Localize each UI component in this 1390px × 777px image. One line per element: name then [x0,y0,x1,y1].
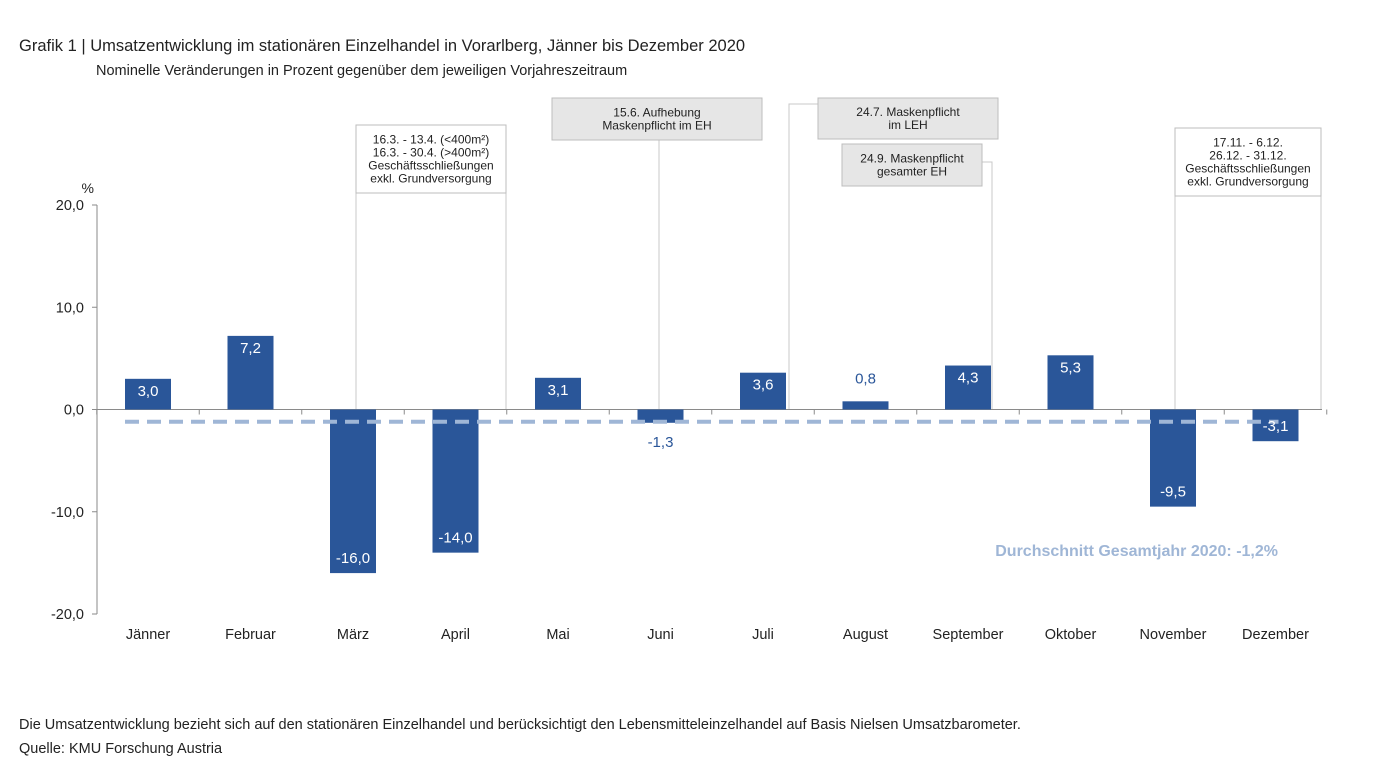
x-tick-label: November [1140,627,1207,643]
data-label: 3,1 [548,382,569,399]
data-label: -16,0 [336,550,370,567]
bar [740,372,786,410]
x-tick-label: Juli [752,627,774,643]
y-axis-unit: % [82,180,94,196]
annotation-text: 24.9. Maskenpflicht [860,152,964,166]
data-label: 3,6 [753,377,774,394]
annotation-leader-line [788,103,818,410]
annotation-box [551,97,763,141]
annotation-text: 17.11. - 6.12. [1213,136,1283,150]
annotation-text: exkl. Grundversorgung [1187,175,1308,189]
chart-title: Grafik 1 | Umsatzentwicklung im stationä… [19,37,746,55]
x-tick-label: Juni [647,627,674,643]
bar [227,335,274,410]
data-label: -9,5 [1160,484,1186,501]
bar [125,378,171,410]
annotation-text: gesamter EH [877,165,947,179]
bar [842,401,889,410]
data-label: 3,0 [138,383,159,400]
y-tick-label: -20,0 [51,607,84,623]
x-tick-label: Jänner [126,627,171,643]
annotation-text: Geschäftsschließungen [368,159,493,173]
annotation-text: 26.12. - 31.12. [1209,149,1286,163]
y-tick-label: 20,0 [56,198,84,214]
x-tick-label: Februar [225,627,276,643]
bar [637,409,684,423]
x-tick-label: Oktober [1045,627,1097,643]
y-tick-label: -10,0 [51,505,84,521]
x-tick-label: Mai [546,627,569,643]
data-label: 0,8 [855,370,876,387]
x-tick-label: April [441,627,470,643]
annotation-box [817,97,999,140]
annotation-box [355,124,507,194]
annotation-text: 16.3. - 30.4. (>400m²) [373,146,489,160]
average-label: Durchschnitt Gesamtjahr 2020: -1,2% [995,543,1278,560]
annotation-box [841,143,983,187]
annotation-text: 24.7. Maskenpflicht [856,105,960,119]
y-tick-label: 10,0 [56,300,84,316]
footnote: Die Umsatzentwicklung bezieht sich auf d… [19,717,1021,733]
bar [330,409,376,574]
data-label: 7,2 [240,340,261,357]
data-label: -14,0 [438,530,472,547]
source-note: Quelle: KMU Forschung Austria [19,741,223,757]
bar [945,365,991,410]
chart-subtitle: Nominelle Veränderungen in Prozent gegen… [96,63,628,79]
x-tick-label: Dezember [1242,627,1309,643]
data-label: -1,3 [648,434,674,451]
annotation-text: im LEH [888,118,927,132]
annotation-text: 15.6. Aufhebung [613,106,700,120]
data-label: -3,1 [1263,418,1289,435]
bar [1150,409,1196,507]
bar [535,377,581,410]
y-tick-label: 0,0 [64,403,84,419]
annotation-text: Geschäftsschließungen [1185,162,1310,176]
annotation-text: 16.3. - 13.4. (<400m²) [373,133,489,147]
x-tick-label: September [933,627,1004,643]
annotation-leader-line [982,161,993,410]
data-label: 5,3 [1060,359,1081,376]
bar [1047,355,1094,410]
data-label: 4,3 [958,370,979,387]
annotation-text: exkl. Grundversorgung [370,172,491,186]
annotation-text: Maskenpflicht im EH [602,119,711,133]
bar [1252,409,1299,442]
x-tick-label: August [843,627,888,643]
bar [432,409,479,553]
x-tick-label: März [337,627,369,643]
bar-chart: 16.3. - 13.4. (<400m²)16.3. - 30.4. (>40… [51,97,1328,643]
annotation-box [1174,127,1322,197]
